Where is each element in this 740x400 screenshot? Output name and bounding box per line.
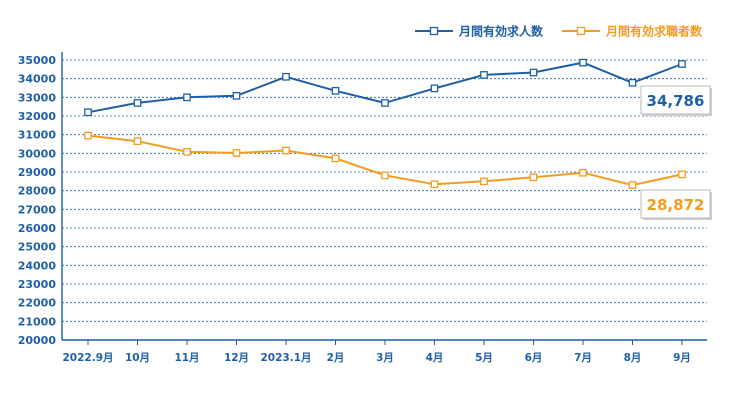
legend-label: 月間有効求人数 — [458, 24, 544, 39]
y-tick-label: 22000 — [18, 297, 57, 310]
data-point — [480, 177, 488, 186]
y-tick-label: 33000 — [18, 91, 57, 104]
series-layer — [84, 58, 686, 189]
x-tick-label: 6月 — [525, 352, 543, 364]
y-tick-label: 35000 — [18, 54, 57, 67]
axes — [61, 52, 707, 345]
x-tick-label: 4月 — [426, 352, 444, 364]
y-tick-label: 25000 — [18, 241, 57, 254]
x-tick-label: 10月 — [125, 352, 150, 364]
data-point — [480, 71, 488, 79]
x-tick-label: 7月 — [574, 352, 592, 364]
legend-marker — [576, 26, 586, 36]
y-tick-label: 30000 — [18, 147, 57, 160]
callout-box — [640, 85, 711, 115]
x-tick-labels: 2022.9月 10月 11月 12月 2023.1月 2月 3月 4月 5月 6月 7月 8月 9月 — [62, 352, 690, 364]
y-tick-label: 27000 — [18, 203, 57, 216]
data-point — [678, 170, 686, 179]
x-tick-label: 11月 — [174, 352, 199, 364]
data-point — [183, 147, 191, 156]
data-point — [84, 131, 92, 140]
y-tick-labels: 20000 21000 22000 23000 24000 25000 26000 27000… — [18, 54, 57, 347]
x-tick-label: 3月 — [376, 352, 394, 364]
data-point — [678, 60, 686, 68]
data-point — [579, 168, 587, 177]
callout-value: 34,786 — [647, 92, 705, 110]
y-tick-label: 26000 — [18, 222, 57, 235]
x-tick-label: 2月 — [327, 352, 345, 364]
data-point — [381, 171, 389, 180]
y-tick-label: 20000 — [18, 334, 57, 347]
data-point — [579, 58, 587, 67]
data-point — [430, 84, 439, 93]
x-tick-label: 2022.9月 — [62, 352, 113, 364]
data-point — [133, 99, 142, 107]
data-point — [232, 91, 241, 100]
y-tick-label: 28000 — [18, 185, 57, 198]
data-point — [529, 68, 538, 77]
grid-lines — [62, 59, 707, 322]
x-tick-label: 8月 — [624, 352, 642, 364]
y-tick-label: 32000 — [18, 110, 57, 123]
data-point — [430, 180, 439, 189]
data-point — [133, 137, 142, 146]
data-point — [84, 108, 92, 117]
data-point — [628, 181, 637, 189]
y-tick-label: 23000 — [18, 278, 57, 291]
data-point — [232, 149, 241, 157]
callout-value: 28,872 — [647, 196, 705, 214]
legend: 月間有効求人数 月間有効求職者数 — [415, 24, 703, 39]
y-tick-label: 34000 — [18, 73, 57, 86]
y-tick-label: 24000 — [18, 259, 57, 272]
data-point — [183, 93, 191, 102]
legend-label: 月間有効求職者数 — [605, 24, 703, 39]
y-tick-label: 29000 — [18, 166, 57, 179]
data-point — [282, 72, 290, 81]
callout-box — [640, 189, 711, 219]
callouts: 34,786 28,872 — [640, 85, 712, 220]
y-tick-label: 31000 — [18, 129, 57, 142]
legend-marker — [429, 26, 439, 36]
x-tick-label: 12月 — [224, 352, 249, 364]
data-point — [628, 78, 637, 87]
x-tick-label: 5月 — [475, 352, 493, 364]
x-tick-label: 9月 — [673, 352, 691, 364]
data-point — [331, 154, 340, 163]
data-point — [282, 146, 290, 155]
data-point — [331, 86, 340, 95]
x-tick-label: 2023.1月 — [260, 352, 311, 364]
y-tick-label: 21000 — [18, 315, 57, 328]
data-point — [529, 173, 538, 182]
data-point — [381, 99, 389, 107]
